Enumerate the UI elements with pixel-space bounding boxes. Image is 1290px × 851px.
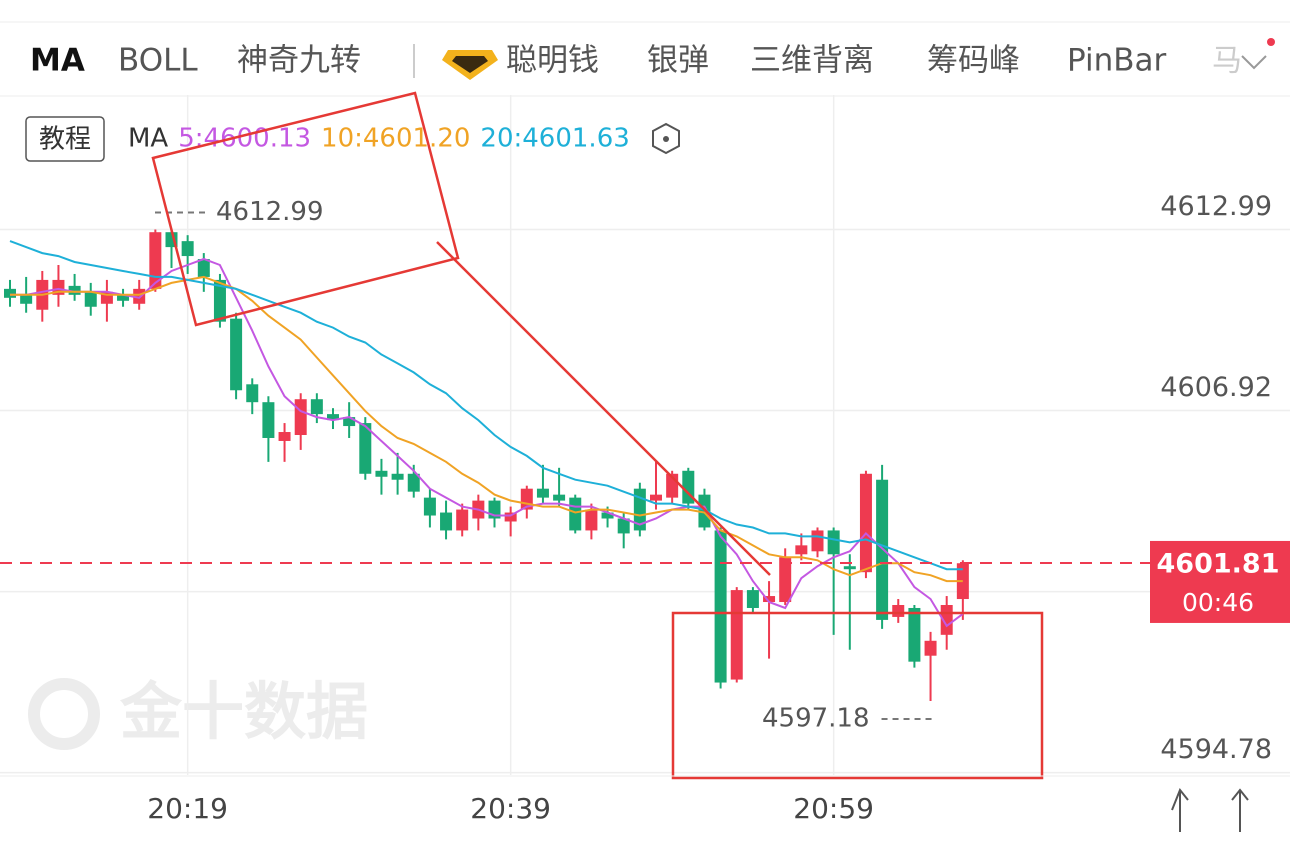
candle-body	[100, 291, 113, 304]
candle-body	[197, 259, 210, 277]
tutorial-label: 教程	[39, 125, 91, 155]
candle-body	[714, 530, 727, 683]
candle-body	[230, 318, 243, 391]
candle-body	[52, 279, 65, 295]
candle-body	[423, 497, 436, 516]
current-price-label: 4601.81	[1157, 548, 1280, 579]
candle-body	[262, 402, 275, 438]
low-marker-label: 4597.18	[762, 704, 870, 734]
candle-body	[859, 473, 872, 573]
candle-body	[440, 512, 453, 531]
notification-dot	[1267, 38, 1275, 46]
toolbar-tab[interactable]: 银弹	[647, 43, 709, 79]
y-tick-label: 4606.92	[1160, 372, 1272, 403]
candle-body	[876, 479, 889, 620]
candle-body	[585, 509, 598, 531]
candle-body	[843, 566, 856, 570]
candle-body	[278, 432, 291, 441]
candle-body	[730, 590, 743, 680]
more-arrow[interactable]	[1241, 55, 1267, 70]
candle-body	[375, 470, 388, 477]
y-tick-label: 4594.78	[1160, 734, 1272, 765]
plot: 4612.994606.924600.854594.7820:1920:3920…	[0, 95, 1290, 825]
countdown-label: 00:46	[1182, 588, 1254, 617]
candle-body	[536, 488, 549, 498]
candle-body	[391, 473, 404, 480]
candle-body	[924, 640, 937, 656]
toolbar-tab[interactable]: 三维背离	[750, 43, 874, 79]
x-tick-label: 20:39	[470, 792, 551, 825]
candle-body	[811, 530, 824, 552]
candle-body	[84, 291, 97, 307]
ma-line	[10, 275, 963, 583]
legend-entry: 5:4600.13	[178, 124, 311, 154]
candle-body	[246, 384, 259, 403]
annotation	[151, 91, 1044, 780]
y-tick-label: 4612.99	[1160, 191, 1272, 222]
candle-body	[601, 512, 614, 519]
smart-money-icon	[442, 50, 498, 80]
candle-body	[310, 399, 323, 415]
candle-body	[827, 530, 840, 555]
toolbar-tab[interactable]: PinBar	[1067, 43, 1167, 79]
legend-entry: 20:4601.63	[480, 124, 629, 154]
tutorial-button[interactable]	[25, 116, 105, 162]
x-tick-label: 20:59	[793, 792, 874, 825]
toolbar-tab[interactable]: BOLL	[118, 43, 198, 79]
candle-body	[763, 596, 776, 603]
candle-body	[504, 512, 517, 522]
candle-body	[746, 590, 759, 608]
toolbar-tab[interactable]: MA	[30, 43, 85, 79]
candle-body	[553, 494, 566, 501]
candle-body	[117, 294, 130, 301]
candle-body	[133, 288, 146, 304]
candle-body	[617, 518, 630, 534]
candle-body	[779, 557, 792, 603]
candle-body	[407, 473, 420, 492]
candle-body	[650, 494, 662, 501]
candle-body	[569, 497, 582, 531]
candle-body	[456, 509, 469, 531]
candle-body	[908, 607, 921, 662]
clipped-tab: 马	[1212, 44, 1242, 79]
current-price-box	[1150, 540, 1290, 623]
candle-body	[343, 417, 356, 427]
candle-body	[795, 545, 808, 555]
zoom-icons[interactable]	[1171, 788, 1249, 832]
settings-icon[interactable]	[652, 122, 680, 155]
candle-body	[4, 288, 16, 298]
candle-body	[327, 414, 339, 421]
candle-body	[294, 399, 307, 435]
toolbar-tab[interactable]: 神奇九转	[237, 43, 361, 79]
candle-body	[956, 563, 969, 600]
legend-entry: 10:4601.20	[321, 124, 470, 154]
candle-body	[20, 294, 33, 304]
candle-body	[149, 232, 162, 289]
candle-body	[359, 423, 372, 474]
ma-line	[10, 257, 964, 628]
candle-body	[213, 279, 226, 322]
x-tick-label: 20:19	[147, 792, 228, 825]
candle-body	[68, 285, 81, 295]
candle-body	[892, 605, 905, 617]
watermark: 金十数据	[28, 675, 368, 750]
toolbar-tab[interactable]: 聪明钱	[506, 43, 599, 79]
watermark-text: 金十数据	[119, 675, 368, 748]
candle-body	[181, 241, 194, 257]
high-marker-label: 4612.99	[216, 197, 324, 227]
toolbar-tab[interactable]: 筹码峰	[927, 43, 1020, 79]
legend-title: MA	[128, 124, 168, 154]
ma-line	[9, 240, 963, 571]
